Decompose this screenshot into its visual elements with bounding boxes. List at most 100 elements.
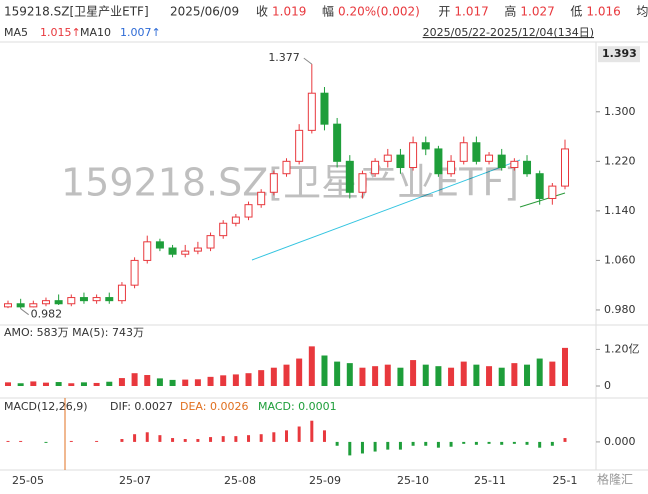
item-value: 1.016 [586,5,620,19]
candle-body [257,191,266,206]
ma5-value: 1.015↑ [40,26,81,39]
candle-body [92,297,101,302]
code: 159218.SZ[卫星产业ETF] [4,5,149,19]
volume-bar [258,370,265,386]
candle-body [548,185,557,199]
volume-bar [245,373,252,386]
volume-bar [182,379,189,386]
volume-bar [549,361,556,386]
candle-body [143,241,152,261]
volume-bar [55,382,62,386]
item-label: 均 [636,5,648,19]
y-tick-label: 1.300 [604,105,636,118]
volume-bar [536,358,543,386]
candle-body [244,204,253,218]
volume-bar [422,364,429,386]
candle-body [535,173,544,199]
macd-value: MACD: 0.0001 [258,400,337,413]
date-range: 2025/05/22-2025/12/04(134日) [423,26,594,39]
candle-body [231,216,240,224]
candle-body [510,160,519,169]
item-label: 收 [256,5,268,19]
volume-bar [42,382,49,386]
candle-body [307,92,316,131]
volume-bar [435,366,442,386]
candle-body [193,247,202,252]
candle-body [54,300,63,305]
y-tick-label: 1.20亿 [604,342,640,355]
volume-bar [524,364,531,386]
ma10-label: MA10 [80,26,111,39]
annotation: 1.377 [268,51,300,64]
candle-body [117,284,126,302]
y-tick-label: 0.000 [604,435,636,448]
candle-body [79,297,88,302]
candle-body [206,235,215,249]
candle-body [409,142,418,169]
volume-bar [270,367,277,386]
volume-bar [220,375,227,386]
candle-body [105,297,114,302]
trend-line [519,192,566,208]
volume-bar [144,375,151,386]
candle-body [383,154,392,162]
candle-body [333,123,342,162]
volume-bar [5,382,11,386]
volume-bar [80,382,87,386]
x-tick-label: 25-05 [12,474,44,487]
volume-bar [296,358,303,386]
y-tick-label: 1.220 [604,154,636,167]
date: 2025/06/09 [170,5,239,19]
item-value: 1.027 [520,5,554,19]
x-tick-label: 25-11 [474,474,506,487]
candle-body [396,154,405,169]
candle-body [497,154,506,169]
candle-body [41,300,50,305]
volume-bar [346,363,353,386]
candle-body [219,222,228,237]
item-value: 0.20%(0.002) [338,5,420,19]
volume-bar [194,379,201,386]
volume-bar [334,361,341,386]
candle-body [29,303,38,308]
volume-bar [17,383,24,386]
volume-bar [156,378,163,386]
volume-bar [562,347,568,386]
volume-bar [372,366,379,386]
volume-bar [169,379,176,386]
candle-body [345,160,354,193]
volume-bar [93,382,100,386]
volume-bar [106,381,113,386]
x-tick-label: 25-08 [224,474,256,487]
candle-body [523,160,532,175]
candle-body [434,148,443,175]
candle-body [459,142,468,162]
volume-bar [359,367,366,386]
candle-body [282,160,291,175]
volume-bar [486,366,493,386]
candle-body [4,303,12,308]
item-label: 低 [570,5,582,19]
last-price-box [598,46,640,63]
volume-bar [473,364,480,386]
volume-bar [283,364,290,386]
x-tick-label: 25-07 [119,474,151,487]
volume-bar [448,367,455,386]
x-tick-label: 25-10 [397,474,429,487]
candle-body [485,154,494,162]
candle-body [320,92,329,125]
candle-body [358,173,367,193]
ma5-label: MA5 [4,26,28,39]
candle-body [371,160,380,175]
volume-bar [30,381,37,386]
item-value: 1.017 [454,5,488,19]
candle-body [181,250,190,255]
item-label: 开 [438,5,450,19]
volume-bar [131,373,138,386]
candle-body [16,303,25,308]
item-label: 高 [504,4,516,19]
candle-body [168,247,177,255]
panel-title: AMO: 583万 MA(5): 743万 [4,326,144,339]
volume-bar [460,361,467,386]
